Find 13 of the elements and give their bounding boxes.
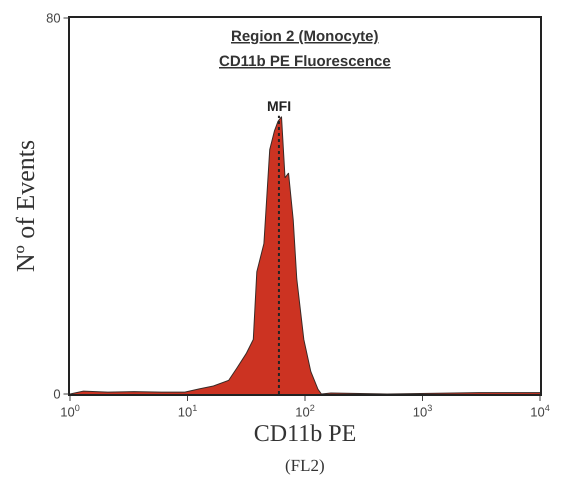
y-axis-title: Nº of Events	[11, 140, 40, 272]
text: CD11b PE Fluorescence	[219, 53, 391, 70]
ref-line-label: MFI	[267, 98, 292, 114]
x-tick-label: 10$^{4}$	[530, 402, 550, 420]
y-tick-label: 0	[53, 386, 61, 402]
x-tick-label: 10$^{0}$	[60, 402, 80, 420]
x-tick-label: 10$^{3}$	[412, 402, 432, 420]
x-tick-label: 10$^{1}$	[178, 402, 198, 420]
y-tick-label: 80	[46, 10, 61, 26]
x-tick-label: 10$^{2}$	[295, 402, 315, 420]
text: (FL2)	[285, 456, 325, 475]
x-axis-title: CD11b PE	[254, 421, 356, 448]
text: Region 2 (Monocyte)	[231, 28, 379, 45]
